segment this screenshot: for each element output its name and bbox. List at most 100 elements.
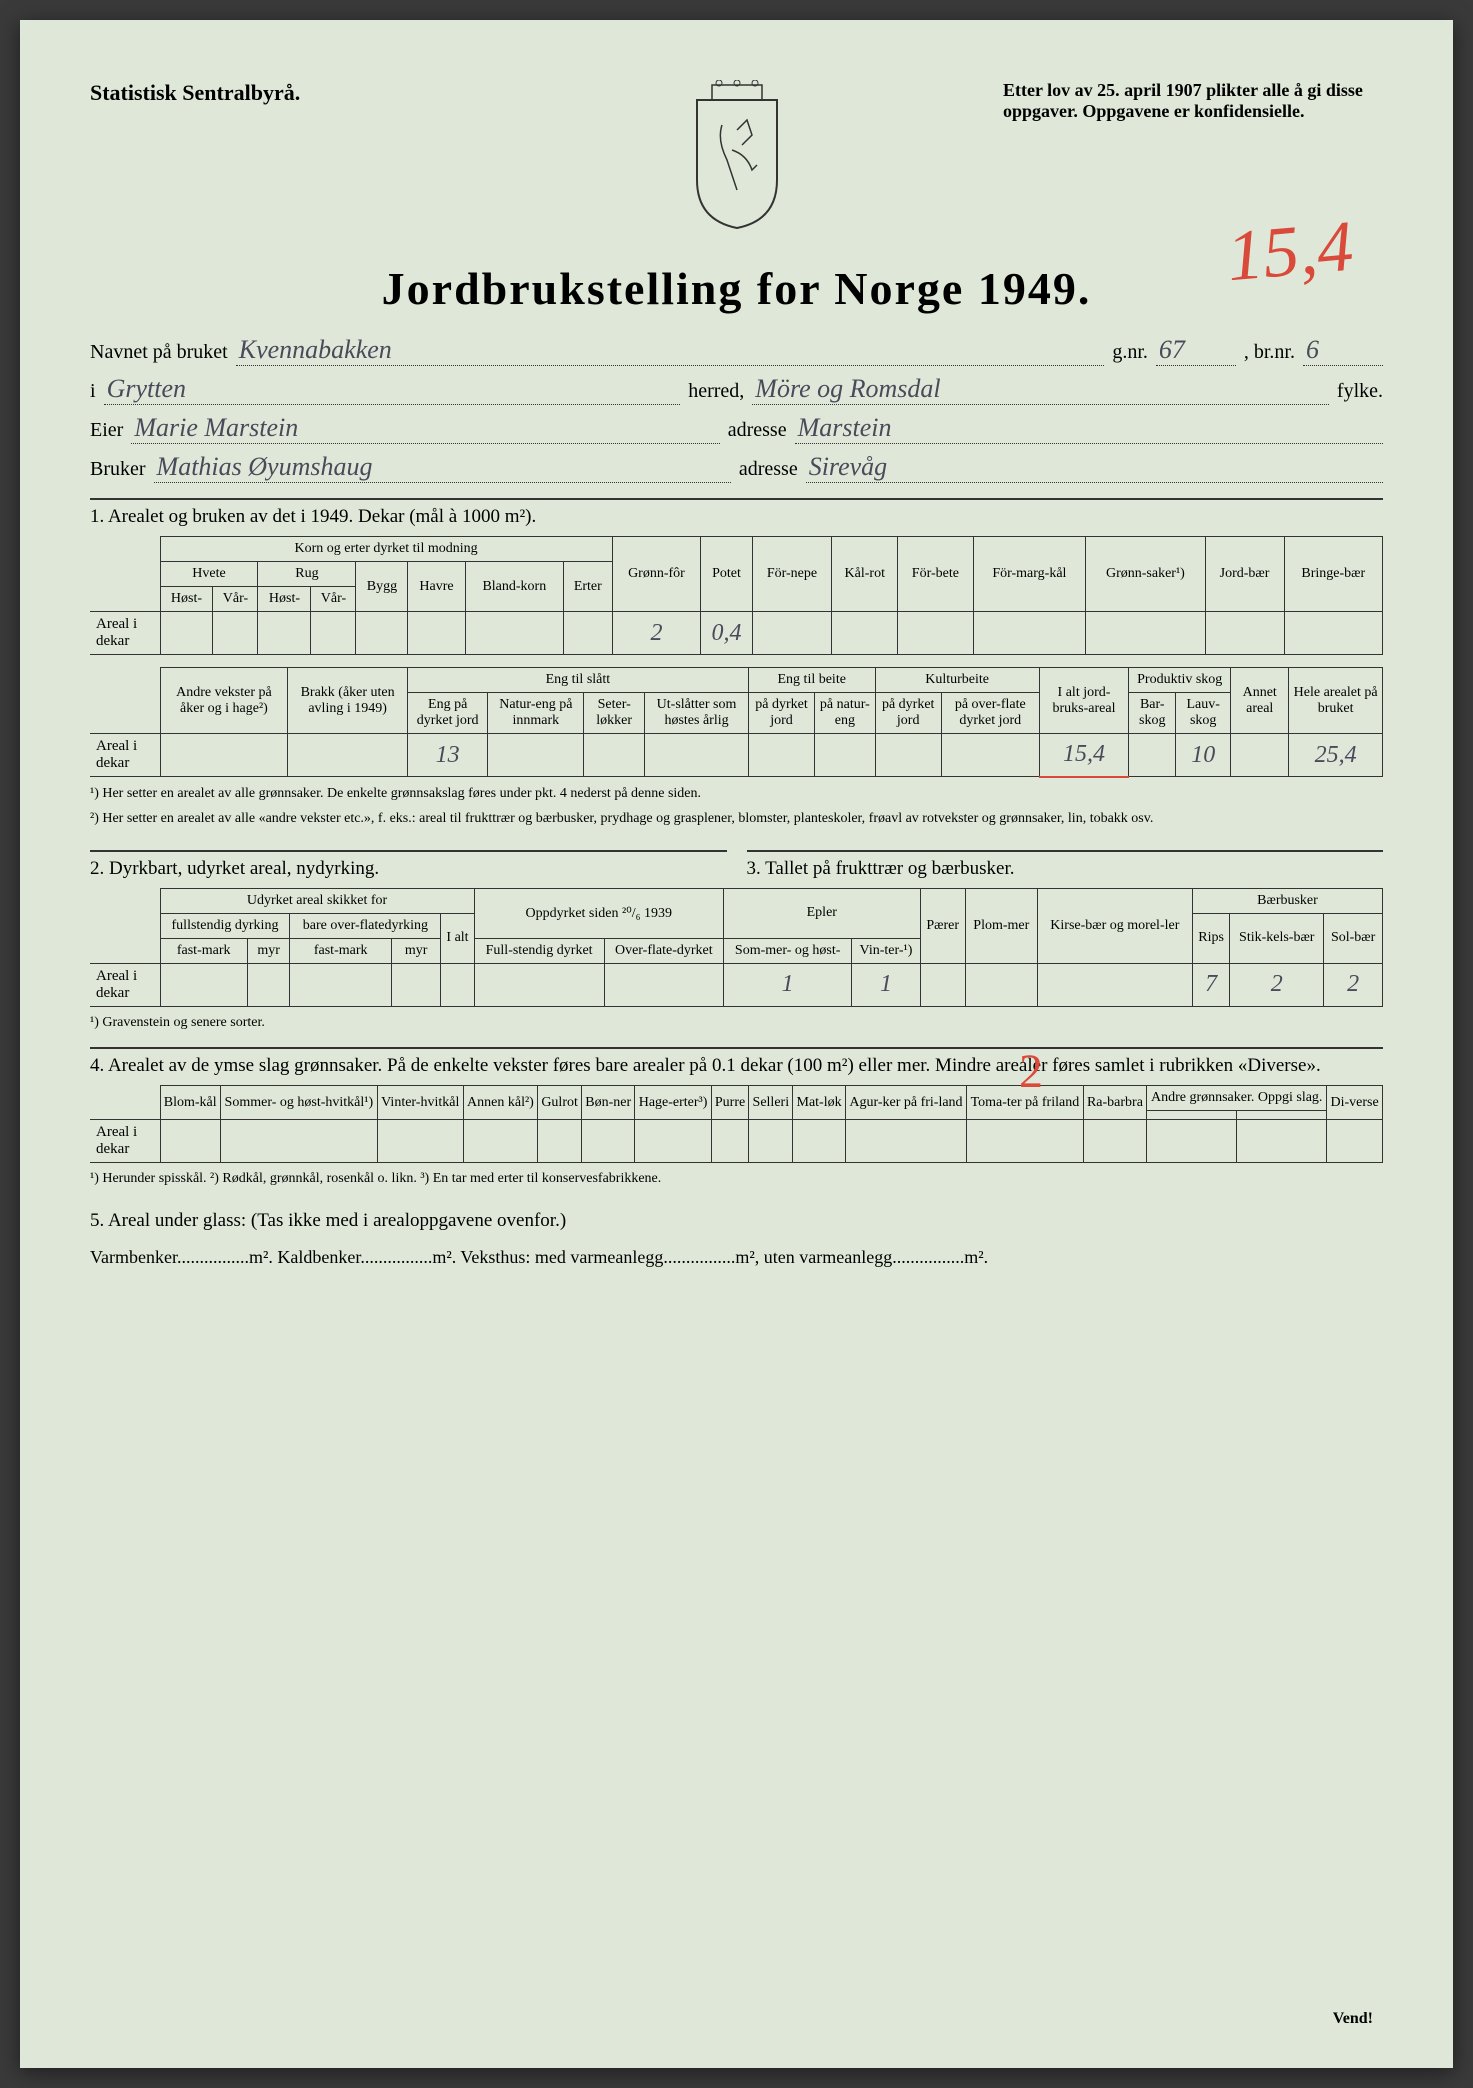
th-var2: Vår- xyxy=(311,587,356,612)
th-padyrket: på dyrket jord xyxy=(748,693,814,734)
th-engbeite: Eng til beite xyxy=(748,668,875,693)
cell xyxy=(290,963,391,1006)
th-purre: Purre xyxy=(711,1086,749,1120)
form-line-herred: i Grytten herred, Möre og Romsdal fylke. xyxy=(90,374,1383,405)
cell xyxy=(391,963,440,1006)
th-barskog: Bar-skog xyxy=(1129,693,1176,734)
cell xyxy=(160,1120,220,1163)
th-blomkal: Blom-kål xyxy=(160,1086,220,1120)
th-myr2: myr xyxy=(391,938,440,963)
th-fulldyrket: Full-stendig dyrket xyxy=(474,938,604,963)
cell xyxy=(582,1120,635,1163)
label-herred: herred, xyxy=(688,380,744,403)
th-hele: Hele arealet på bruket xyxy=(1289,668,1383,734)
th-padyrket2: på dyrket jord xyxy=(875,693,941,734)
cell-gronnfor: 2 xyxy=(612,612,701,655)
field-fylke: Möre og Romsdal xyxy=(752,374,1329,405)
cell xyxy=(748,734,814,777)
field-eier: Marie Marstein xyxy=(131,413,719,444)
cell xyxy=(288,734,408,777)
th-seter: Seter-løkker xyxy=(584,693,645,734)
th-paoverflate: på over-flate dyrket jord xyxy=(941,693,1039,734)
th-bygg: Bygg xyxy=(356,562,408,612)
cell-rips: 7 xyxy=(1192,963,1229,1006)
th-hvete: Hvete xyxy=(160,562,258,587)
th-sommer: Som-mer- og høst- xyxy=(724,938,852,963)
cell xyxy=(752,612,832,655)
row-label-4: Areal i dekar xyxy=(90,1120,160,1163)
th-brakk: Brakk (åker uten avling i 1949) xyxy=(288,668,408,734)
row-label-1a: Areal i dekar xyxy=(90,612,160,655)
form-line-eier: Eier Marie Marstein adresse Marstein xyxy=(90,413,1383,444)
label-bruker: Bruker xyxy=(90,458,146,481)
th-rips: Rips xyxy=(1192,913,1229,963)
cell-potet: 0,4 xyxy=(701,612,752,655)
th-andre-sub2 xyxy=(1237,1111,1327,1120)
th-udyrket: Udyrket areal skikket for xyxy=(160,888,474,913)
th-fullstendig: fullstendig dyrking xyxy=(160,913,290,938)
cell xyxy=(1037,963,1192,1006)
cell xyxy=(1129,734,1176,777)
label-gnr: g.nr. xyxy=(1112,341,1148,364)
th-andre: Andre vekster på åker og i hage²) xyxy=(160,668,288,734)
section2-heading: 2. Dyrkbart, udyrket areal, nydyrking. xyxy=(90,850,727,880)
th-korn: Korn og erter dyrket til modning xyxy=(160,537,612,562)
cell xyxy=(356,612,408,655)
th-potet: Potet xyxy=(701,537,752,612)
cell xyxy=(213,612,258,655)
th-matlok: Mat-løk xyxy=(793,1086,846,1120)
th-bareover: bare over-flatedyrking xyxy=(290,913,441,938)
th-overflate: Over-flate-dyrket xyxy=(604,938,723,963)
label-bruker-adresse: adresse xyxy=(739,458,798,481)
th-gronnsaker: Grønn-saker¹) xyxy=(1086,537,1205,612)
th-agurker: Agur-ker på fri-land xyxy=(845,1086,966,1120)
cell xyxy=(920,963,965,1006)
field-i: Grytten xyxy=(104,374,681,405)
field-gnr: 67 xyxy=(1156,335,1236,366)
cell xyxy=(584,734,645,777)
cell xyxy=(973,612,1086,655)
th-plommer: Plom-mer xyxy=(965,888,1037,963)
cell xyxy=(488,734,584,777)
footnote2: ²) Her setter en arealet av alle «andre … xyxy=(90,809,1383,829)
cell xyxy=(845,1120,966,1163)
red-annotation: 15,4 xyxy=(1224,205,1357,299)
cell-solbaer: 2 xyxy=(1324,963,1383,1006)
coat-of-arms-icon xyxy=(677,80,797,235)
th-jordbaer: Jord-bær xyxy=(1205,537,1284,612)
th-rug: Rug xyxy=(258,562,356,587)
s2-footnote: ¹) Gravenstein og senere sorter. xyxy=(90,1013,1383,1033)
th-annenkal: Annen kål²) xyxy=(463,1086,537,1120)
th-andre: Andre grønnsaker. Oppgi slag. xyxy=(1147,1086,1327,1111)
table23: Udyrket areal skikket for Oppdyrket side… xyxy=(90,888,1383,1007)
th-myr1: myr xyxy=(247,938,290,963)
cell-ialtjord: 15,4 xyxy=(1039,734,1129,777)
cell xyxy=(1086,612,1205,655)
cell xyxy=(1284,612,1383,655)
cell xyxy=(875,734,941,777)
label-fylke: fylke. xyxy=(1337,380,1383,403)
th-host1: Høst- xyxy=(160,587,213,612)
cell xyxy=(160,963,247,1006)
cell xyxy=(474,963,604,1006)
label-i: i xyxy=(90,380,96,403)
th-blandkorn: Bland-korn xyxy=(465,562,563,612)
th-selleri: Selleri xyxy=(749,1086,793,1120)
vend-label: Vend! xyxy=(1333,2010,1373,2028)
th-hageerter: Hage-erter³) xyxy=(635,1086,711,1120)
table4: Blom-kål Sommer- og høst-hvitkål¹) Vinte… xyxy=(90,1085,1383,1163)
org-name: Statistisk Sentralbyrå. xyxy=(90,80,300,106)
cell xyxy=(635,1120,711,1163)
section4-heading: 4. Arealet av de ymse slag grønnsaker. P… xyxy=(90,1047,1383,1077)
field-bruker: Mathias Øyumshaug xyxy=(154,452,731,483)
cell xyxy=(564,612,613,655)
th-host2: Høst- xyxy=(258,587,311,612)
th-vinter: Vin-ter-¹) xyxy=(852,938,920,963)
cell-sommer: 1 xyxy=(724,963,852,1006)
cell xyxy=(1327,1120,1383,1163)
th-kirsebaer: Kirse-bær og morel-ler xyxy=(1037,888,1192,963)
th-sommerhost: Sommer- og høst-hvitkål¹) xyxy=(220,1086,377,1120)
cell xyxy=(941,734,1039,777)
form-line-bruker: Bruker Mathias Øyumshaug adresse Sirevåg xyxy=(90,452,1383,483)
th-oppdyrket: Oppdyrket siden ²⁰/₆ 1939 xyxy=(474,888,723,938)
